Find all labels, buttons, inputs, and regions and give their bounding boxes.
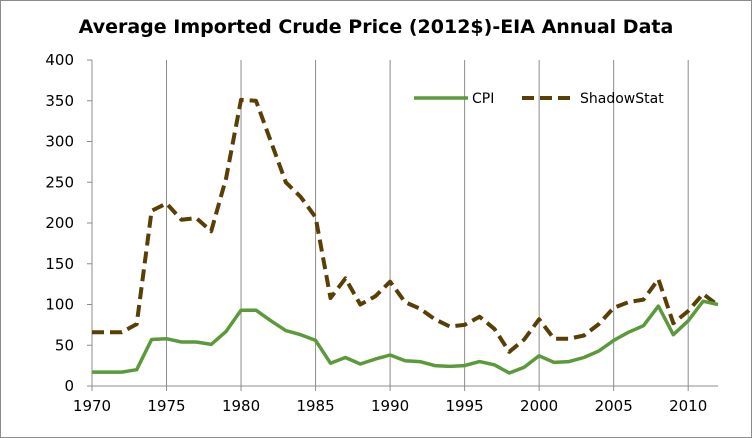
x-tick-label-2005: 2005 xyxy=(595,397,633,415)
y-tick-label-0: 0 xyxy=(64,377,74,395)
x-tick-label-1975: 1975 xyxy=(147,397,185,415)
x-tick-label-2010: 2010 xyxy=(669,397,707,415)
y-tick-label-50: 50 xyxy=(55,336,74,354)
x-tick-label-1995: 1995 xyxy=(446,397,484,415)
series-line-cpi xyxy=(92,299,719,375)
series-lines xyxy=(92,97,720,375)
x-tick-label-1980: 1980 xyxy=(222,397,260,415)
series-line-shadowstat xyxy=(92,97,720,354)
legend-label-cpi: CPI xyxy=(472,91,494,107)
gridlines xyxy=(166,60,689,386)
y-tick-label-300: 300 xyxy=(45,133,74,151)
y-tick-label-400: 400 xyxy=(45,51,74,69)
legend-label-shadowstat: ShadowStat xyxy=(580,91,664,107)
y-tick-label-250: 250 xyxy=(45,173,74,191)
x-tick-label-1970: 1970 xyxy=(73,397,111,415)
legend: CPI ShadowStat xyxy=(414,91,664,107)
y-tick-labels: 0 50 100 150 200 250 300 350 400 xyxy=(45,51,74,395)
y-tick-label-100: 100 xyxy=(45,296,74,314)
chart-title: Average Imported Crude Price (2012$)-EIA… xyxy=(78,16,674,38)
x-tick-label-1985: 1985 xyxy=(296,397,334,415)
x-tick-labels: 1970 1975 1980 1985 1990 1995 2000 2005 2010 xyxy=(73,397,707,415)
y-tick-label-200: 200 xyxy=(45,214,74,232)
x-tick-label-2000: 2000 xyxy=(520,397,558,415)
y-tick-label-150: 150 xyxy=(45,255,74,273)
y-tick-label-350: 350 xyxy=(45,92,74,110)
x-tick-label-1990: 1990 xyxy=(371,397,409,415)
